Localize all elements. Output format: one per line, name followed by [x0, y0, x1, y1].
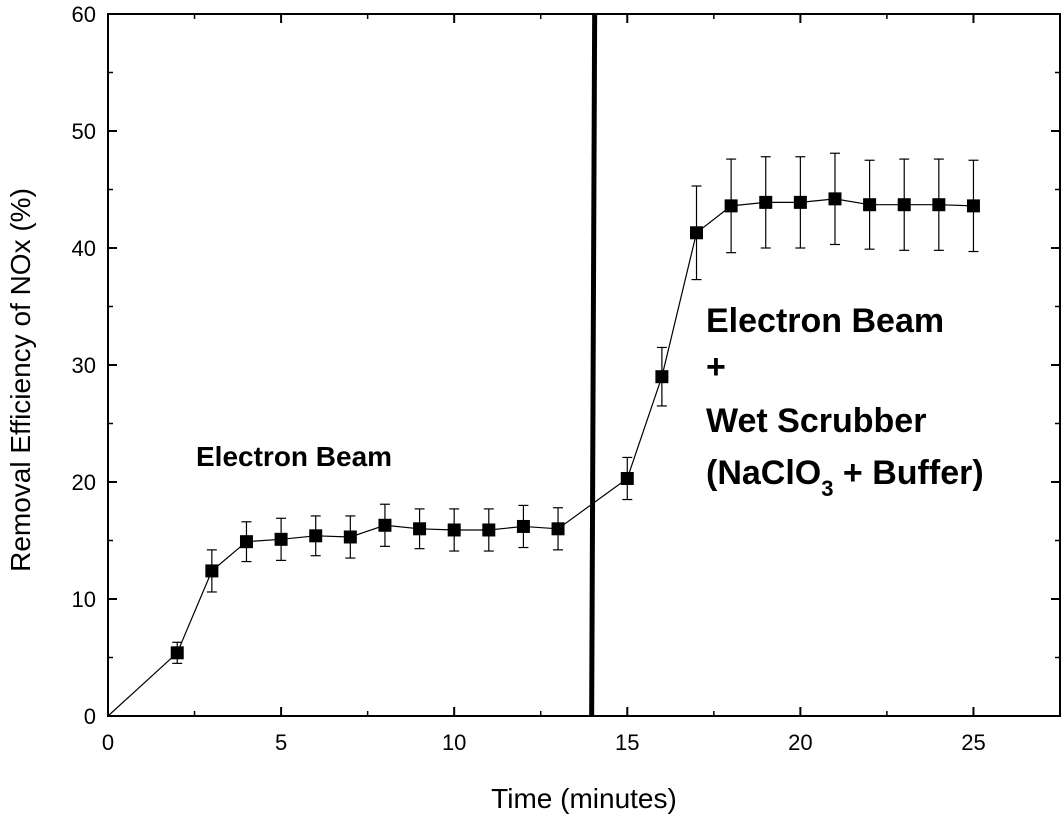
data-point [966, 199, 980, 213]
data-point [309, 529, 323, 543]
data-point [655, 370, 669, 384]
y-tick-label: 60 [72, 2, 96, 27]
plot-frame [107, 13, 1061, 717]
y-tick-label: 50 [72, 119, 96, 144]
data-point [343, 530, 357, 544]
axis-ticks: 0 5 10 15 20 25 0 10 20 30 40 50 60 [72, 2, 1060, 755]
x-tick-label: 0 [102, 730, 114, 755]
data-point [447, 523, 461, 537]
data-point [378, 518, 392, 532]
data-point [239, 535, 253, 549]
data-point [897, 198, 911, 212]
annotation-electron-beam: Electron Beam [196, 441, 392, 472]
data-point [863, 198, 877, 212]
y-axis-title: Removal Efficiency of NOx (%) [5, 188, 36, 572]
x-tick-label: 15 [615, 730, 639, 755]
x-tick-label: 25 [961, 730, 985, 755]
annotation-combined-line3: Wet Scrubber [706, 402, 926, 440]
annotation-naclo-text: (NaClO [706, 454, 821, 492]
data-point [828, 192, 842, 206]
data-point [932, 198, 946, 212]
y-tick-label: 40 [72, 236, 96, 261]
data-point [170, 646, 184, 660]
data-marks [107, 152, 980, 717]
annotation-subscript-3: 3 [821, 476, 833, 501]
x-axis-title: Time (minutes) [491, 783, 677, 814]
y-tick-label: 30 [72, 353, 96, 378]
data-point [205, 564, 219, 578]
y-tick-label: 10 [72, 587, 96, 612]
annotation-combined-line4: (NaClO3 + Buffer) [706, 454, 984, 501]
annotation-buffer-text: + Buffer) [833, 454, 983, 492]
y-tick-label: 20 [72, 470, 96, 495]
data-point [274, 532, 288, 546]
y-tick-label: 0 [84, 704, 96, 729]
data-point [516, 519, 530, 533]
x-tick-label: 10 [442, 730, 466, 755]
data-point [759, 195, 773, 209]
x-tick-label: 20 [788, 730, 812, 755]
annotation-combined-line1: Electron Beam [706, 302, 944, 340]
data-point [793, 195, 807, 209]
phase-divider-line [589, 13, 598, 717]
x-tick-label: 5 [275, 730, 287, 755]
data-point [413, 522, 427, 536]
data-point [690, 226, 704, 240]
data-point [620, 471, 634, 485]
annotation-combined-plus: + [706, 348, 726, 386]
data-point [724, 199, 738, 213]
data-point [551, 522, 565, 536]
data-point [482, 523, 496, 537]
